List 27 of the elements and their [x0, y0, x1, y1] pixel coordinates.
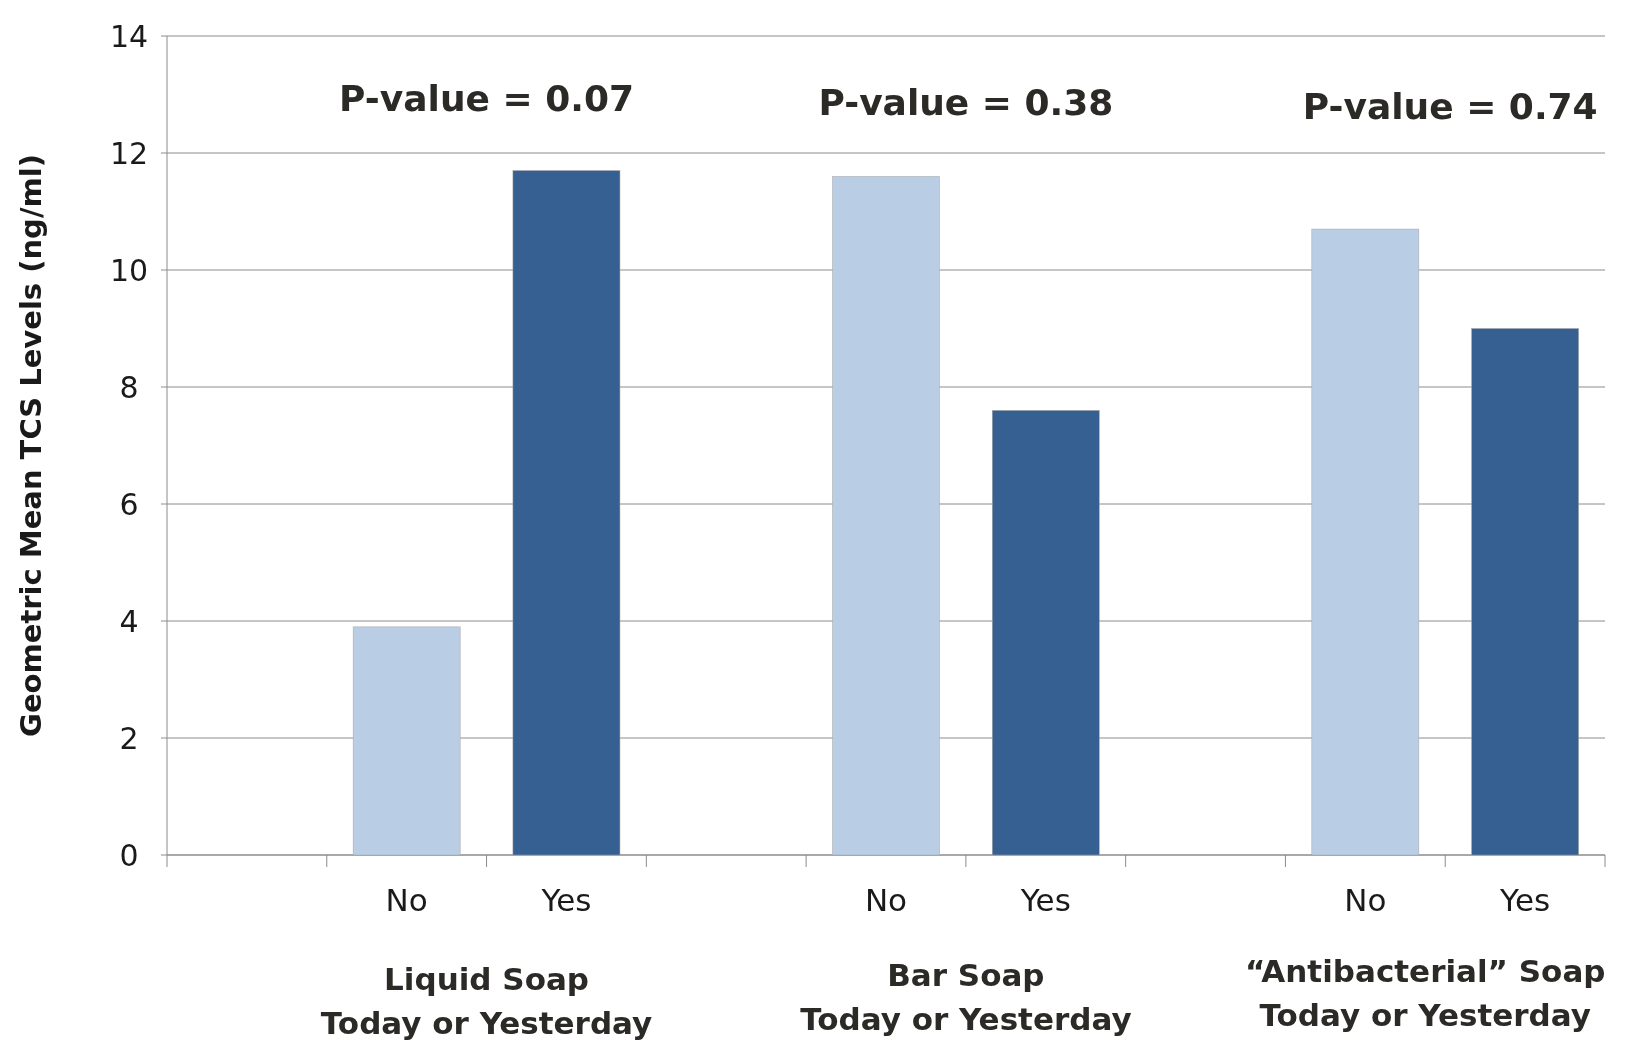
text: Bar Soap Today or Yesterday	[800, 957, 1132, 1037]
y-tick-label: 10	[109, 252, 149, 288]
x-tick-label: No	[385, 882, 428, 918]
bar	[992, 410, 1100, 856]
bar	[1311, 228, 1420, 856]
bar	[352, 626, 461, 856]
y-tick-label: 0	[119, 837, 139, 873]
annotation: P-value = 0.74	[1302, 85, 1598, 127]
y-tick-label: 8	[119, 369, 139, 405]
bar	[832, 176, 940, 856]
y-tick-label: 12	[109, 135, 149, 171]
y-tick-label: 14	[109, 18, 149, 54]
annotation: P-value = 0.07	[339, 77, 634, 119]
x-tick-label: Yes	[540, 882, 592, 918]
y-tick-label: 4	[119, 603, 139, 639]
x-tick-label: Yes	[1499, 882, 1551, 918]
y-tick-label: 6	[119, 486, 139, 522]
annotation: P-value = 0.38	[818, 81, 1114, 123]
text: Liquid Soap Today or Yesterday	[320, 961, 653, 1041]
x-tick-label: No	[1344, 882, 1387, 918]
x-tick-label: No	[864, 882, 908, 918]
text: “Antibacterial” Soap Today or Yesterday	[1244, 953, 1606, 1033]
y-axis-title: Geometric Mean TCS Levels (ng/ml)	[14, 154, 48, 737]
x-tick-label: Yes	[1019, 882, 1071, 918]
bar	[512, 170, 621, 856]
bar	[1471, 328, 1579, 856]
y-tick-label: 2	[119, 720, 139, 756]
